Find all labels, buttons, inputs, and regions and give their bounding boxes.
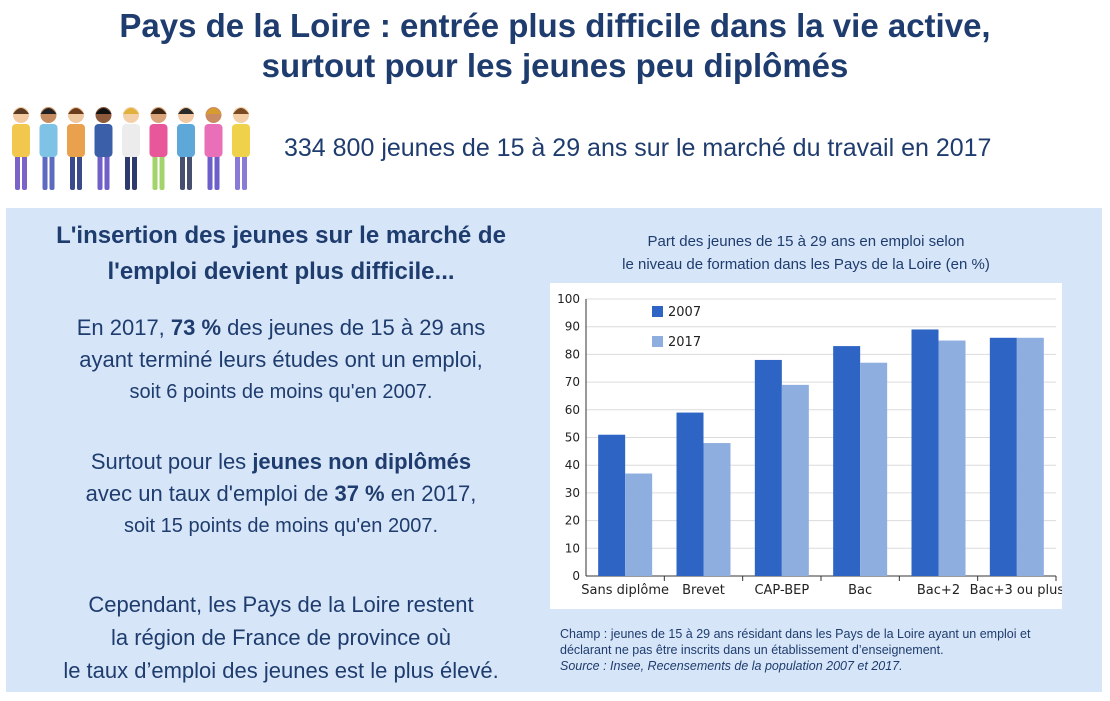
- chart-title-line-2: le niveau de formation dans les Pays de …: [622, 256, 990, 273]
- bar-2017: [781, 384, 809, 576]
- p2-text: Surtout pour les: [90, 449, 253, 474]
- section-title: L'insertion des jeunes sur le marché de …: [6, 218, 556, 290]
- p2-text: en 2017,: [384, 481, 477, 506]
- chart-notes: Champ : jeunes de 15 à 29 ans résidant d…: [560, 626, 1100, 674]
- chart-title: Part des jeunes de 15 à 29 ans en emploi…: [548, 230, 1064, 276]
- x-tick-label: Bac+3 ou plus: [970, 583, 1062, 598]
- y-tick-label: 60: [565, 403, 580, 417]
- bar-2007: [911, 329, 939, 576]
- y-tick-label: 0: [572, 569, 580, 583]
- x-tick-label: Sans diplôme: [581, 583, 669, 598]
- x-tick-label: Brevet: [682, 583, 725, 598]
- legend-swatch-2017: [652, 336, 663, 347]
- x-tick-label: CAP-BEP: [754, 583, 809, 598]
- y-tick-label: 100: [557, 292, 580, 306]
- page-title-line-2: surtout pour les jeunes peu diplômés: [261, 47, 849, 84]
- bar-chart-area: 0 10 20 30 40 50 60 70 80 90 100 Sans diplôme Brevet…: [550, 283, 1064, 609]
- paragraph-1-line-2: ayant terminé leurs études ont un emploi…: [79, 347, 483, 372]
- paragraph-2-line-1: Surtout pour les jeunes non diplômés: [6, 446, 556, 478]
- y-tick-label: 90: [565, 320, 580, 334]
- section-title-line-2: l'emploi devient plus difficile...: [107, 258, 455, 285]
- paragraph-region-comparison: Cependant, les Pays de la Loire restent …: [6, 588, 556, 687]
- p1-text: En 2017,: [76, 315, 171, 340]
- y-tick-label: 50: [565, 431, 580, 445]
- paragraph-1-line-3: soit 6 points de moins qu'en 2007.: [129, 381, 433, 403]
- bar-2017: [1016, 337, 1044, 576]
- paragraph-employment-rate: En 2017, 73 % des jeunes de 15 à 29 ans …: [6, 312, 556, 408]
- bar-2017: [938, 340, 966, 576]
- y-tick-label: 40: [565, 458, 580, 472]
- page-title-line-1: Pays de la Loire : entrée plus difficile…: [119, 7, 991, 44]
- y-tick-label: 10: [565, 541, 580, 555]
- paragraph-3-line-2: la région de France de province où: [111, 625, 451, 650]
- chart-title-line-1: Part des jeunes de 15 à 29 ans en emploi…: [647, 233, 965, 250]
- paragraph-2-line-3: soit 15 points de moins qu'en 2007.: [123, 515, 439, 537]
- bar-2017: [860, 362, 888, 576]
- paragraph-3-line-1: Cependant, les Pays de la Loire restent: [88, 592, 474, 617]
- paragraph-3-line-3: le taux d’emploi des jeunes est le plus …: [63, 658, 499, 683]
- y-tick-label: 70: [565, 375, 580, 389]
- y-tick-label: 80: [565, 347, 580, 361]
- group-of-young-people-icon: [12, 107, 250, 190]
- y-tick-label: 30: [565, 486, 580, 500]
- legend-swatch-2007: [652, 306, 663, 317]
- legend-label-2007: 2007: [668, 305, 701, 320]
- champ-line-1: Champ : jeunes de 15 à 29 ans résidant d…: [560, 627, 1031, 641]
- page-title: Pays de la Loire : entrée plus difficile…: [0, 6, 1110, 86]
- bar-2007: [754, 359, 782, 576]
- p2-highlight: jeunes non diplômés: [252, 449, 472, 474]
- bar-2017: [703, 443, 731, 576]
- bar-2007: [989, 337, 1017, 576]
- x-tick-label: Bac+2: [917, 583, 960, 598]
- p2-highlight: 37 %: [334, 481, 385, 506]
- headline-stat: 334 800 jeunes de 15 à 29 ans sur le mar…: [284, 134, 992, 162]
- p2-text: avec un taux d'emploi de: [85, 481, 335, 506]
- x-tick-label: Bac: [848, 583, 872, 598]
- y-tick-label: 20: [565, 514, 580, 528]
- bar-chart: 0 10 20 30 40 50 60 70 80 90 100 Sans diplôme Brevet…: [557, 292, 1064, 598]
- paragraph-1-line-1: En 2017, 73 % des jeunes de 15 à 29 ans: [6, 312, 556, 344]
- legend-label-2017: 2017: [668, 335, 701, 350]
- source-note: Source : Insee, Recensements de la popul…: [560, 659, 903, 673]
- p1-text: des jeunes de 15 à 29 ans: [221, 315, 486, 340]
- chart-legend: 2007 2017: [652, 305, 701, 350]
- section-title-line-1: L'insertion des jeunes sur le marché de: [56, 222, 506, 249]
- p1-highlight: 73 %: [170, 315, 222, 340]
- bar-2007: [833, 346, 861, 576]
- paragraph-2-line-2: avec un taux d'emploi de 37 % en 2017,: [6, 478, 556, 510]
- paragraph-non-graduates: Surtout pour les jeunes non diplômés ave…: [6, 446, 556, 542]
- bar-2017: [625, 473, 653, 576]
- champ-line-2: déclarant ne pas être inscrits dans un é…: [560, 643, 944, 657]
- bar-2007: [676, 412, 704, 576]
- bar-2007: [598, 434, 626, 576]
